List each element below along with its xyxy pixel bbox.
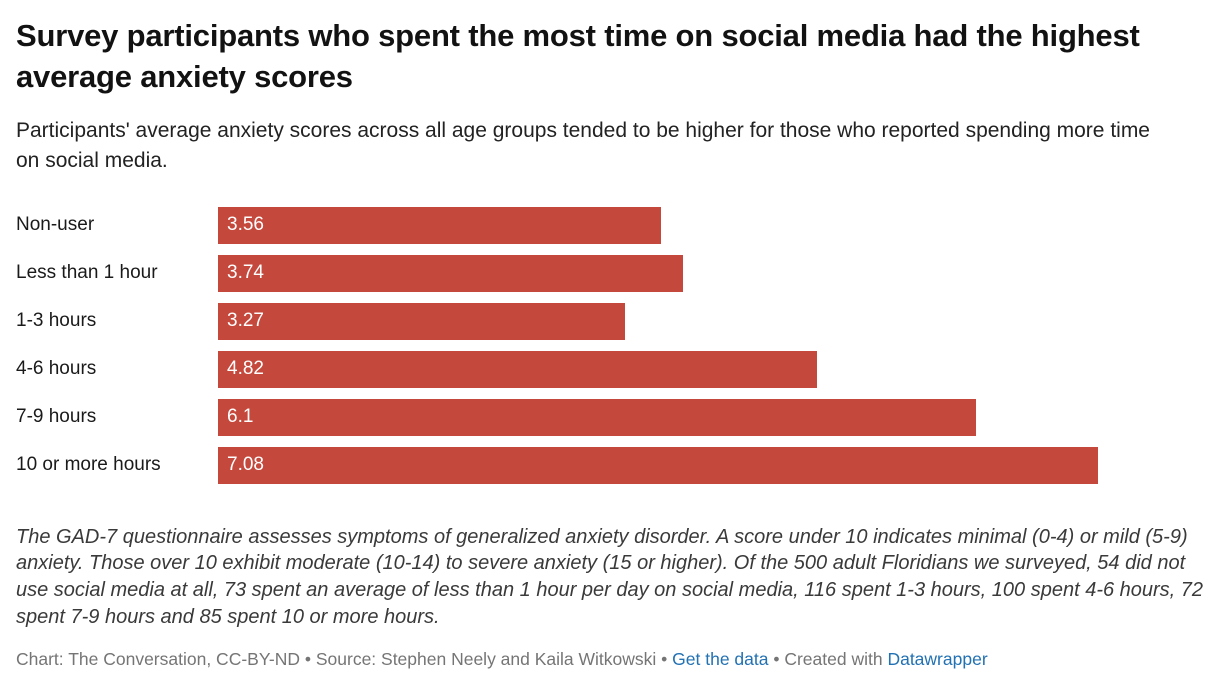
bar-track: 4.82 (218, 350, 1204, 388)
chart-footnote: The GAD-7 questionnaire assesses symptom… (16, 525, 1204, 629)
bar-row: 10 or more hours 7.08 (16, 446, 1204, 484)
value-label: 3.56 (227, 214, 264, 236)
bar-row: Non-user 3.56 (16, 206, 1204, 244)
bar-track: 3.27 (218, 302, 1204, 340)
bar: 6.1 (218, 398, 977, 436)
footer-credit-text: Chart: The Conversation, CC-BY-ND • Sour… (16, 648, 673, 669)
category-label: Less than 1 hour (16, 262, 158, 284)
chart-title: Survey participants who spent the most t… (16, 18, 1140, 94)
category-label: 4-6 hours (16, 358, 97, 380)
value-label: 3.27 (227, 310, 264, 332)
value-label: 4.82 (227, 358, 264, 380)
bar-row: 1-3 hours 3.27 (16, 302, 1204, 340)
value-label: 7.08 (227, 454, 264, 476)
bar-chart: Non-user 3.56 Less than 1 hour 3.74 1-3 hour… (16, 206, 1204, 484)
bar: 7.08 (218, 446, 1099, 484)
bar: 4.82 (218, 350, 818, 388)
footer-created-with-text: • Created with (768, 648, 888, 669)
value-label: 6.1 (227, 406, 254, 428)
bar: 3.56 (218, 206, 661, 244)
bar-row: 7-9 hours 6.1 (16, 398, 1204, 436)
category-label: 1-3 hours (16, 310, 97, 332)
datawrapper-link[interactable]: Datawrapper (887, 648, 988, 669)
bar-track: 3.74 (218, 254, 1204, 292)
chart-subtitle: Participants' average anxiety scores acr… (16, 118, 1150, 173)
bar: 3.27 (218, 302, 625, 340)
category-label: 7-9 hours (16, 406, 97, 428)
bar: 3.74 (218, 254, 684, 292)
bar-row: Less than 1 hour 3.74 (16, 254, 1204, 292)
bar-track: 7.08 (218, 446, 1204, 484)
bar-track: 3.56 (218, 206, 1204, 244)
bar-track: 6.1 (218, 398, 1204, 436)
value-label: 3.74 (227, 262, 264, 284)
chart-footer: Chart: The Conversation, CC-BY-ND • Sour… (16, 647, 1204, 680)
category-label: 10 or more hours (16, 454, 161, 476)
bar-row: 4-6 hours 4.82 (16, 350, 1204, 388)
get-the-data-link[interactable]: Get the data (672, 648, 769, 669)
category-label: Non-user (16, 214, 95, 236)
